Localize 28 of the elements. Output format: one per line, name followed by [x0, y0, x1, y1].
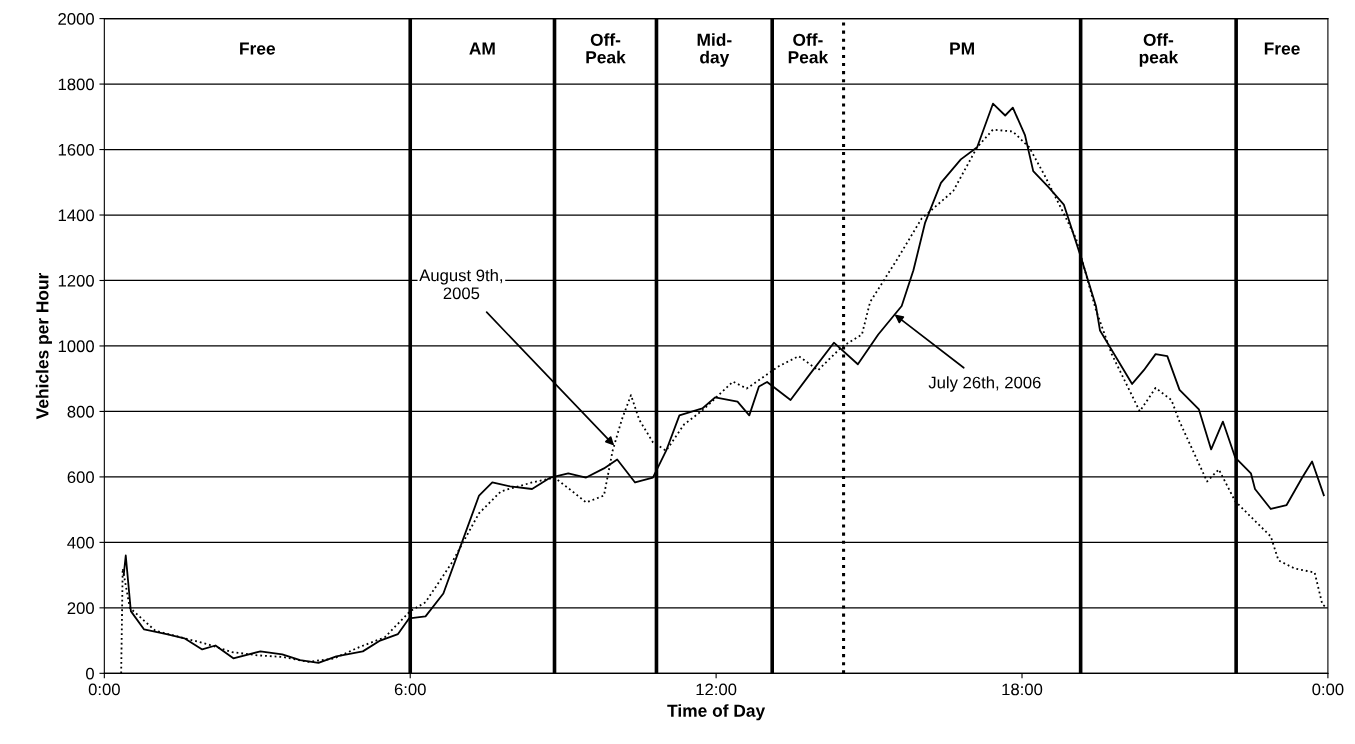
annotation: Off- Peak — [586, 33, 626, 64]
annotation: Mid- day — [697, 33, 732, 67]
x-tick-label: 6:00 — [394, 683, 426, 696]
annotation: Free — [1264, 42, 1300, 55]
annotation: Off- Peak — [788, 33, 829, 64]
y-tick-label: 0 — [86, 667, 94, 680]
y-tick-label: 1600 — [58, 143, 94, 156]
y-tick-label: 1000 — [58, 340, 94, 353]
x-tick-label: 18:00 — [1002, 683, 1043, 696]
annotation: Free — [240, 42, 276, 55]
annotation: August 9th, 2005 — [419, 269, 503, 300]
annotation: PM — [950, 42, 974, 55]
y-tick-label: 1800 — [58, 78, 94, 91]
annotation: Off- peak — [1139, 33, 1179, 67]
x-axis-title: Time of Day — [667, 704, 766, 721]
y-tick-label: 1400 — [58, 209, 94, 222]
y-tick-label: 1200 — [58, 274, 94, 287]
y-axis-title: Vehicles per Hour — [35, 272, 52, 420]
x-tick-label: 0:00 — [1312, 683, 1344, 696]
y-tick-label: 400 — [67, 536, 94, 549]
y-tick-label: 200 — [67, 602, 94, 615]
annotation: AM — [469, 42, 495, 55]
y-tick-label: 600 — [67, 471, 94, 484]
y-tick-label: 800 — [67, 405, 94, 418]
x-tick-label: 0:00 — [88, 683, 120, 696]
y-tick-label: 2000 — [58, 13, 94, 25]
x-tick-label: 12:00 — [696, 683, 737, 696]
annotation: July 26th, 2006 — [928, 376, 1041, 392]
